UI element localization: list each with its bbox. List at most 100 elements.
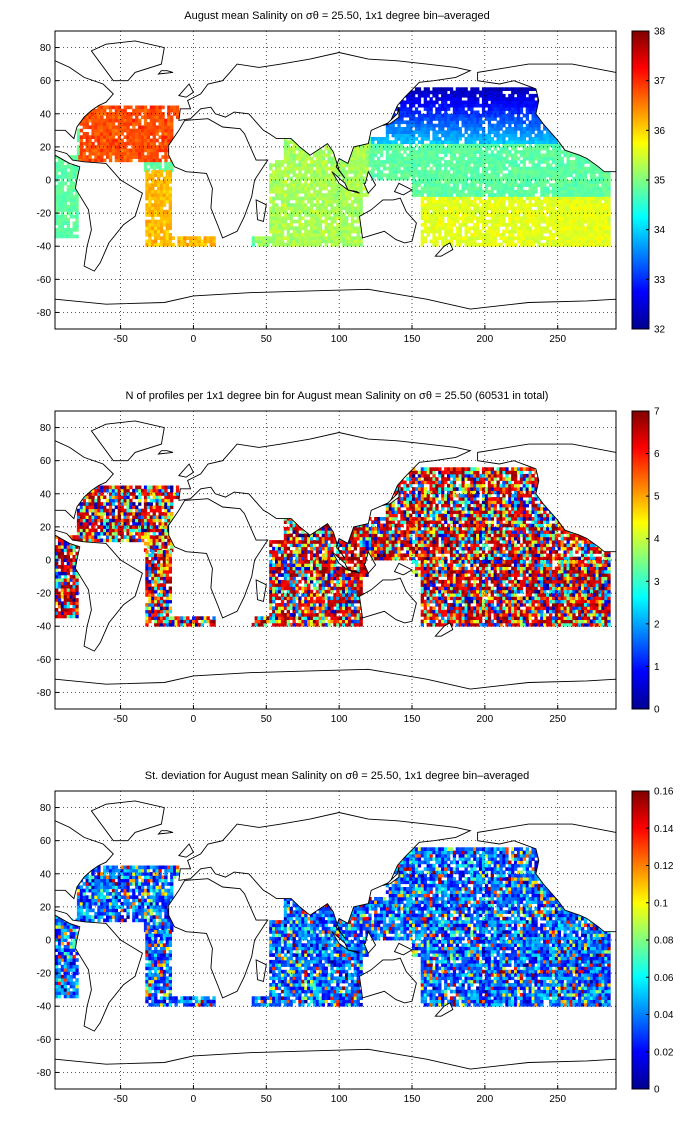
data-cell xyxy=(551,183,556,187)
data-cell xyxy=(601,173,605,178)
data-cell xyxy=(417,100,422,105)
data-cell xyxy=(158,145,162,149)
data-cell xyxy=(162,236,167,240)
data-cell xyxy=(63,234,67,239)
data-cell xyxy=(108,138,113,143)
data-cell xyxy=(435,113,439,118)
data-cell xyxy=(476,90,480,95)
data-cell xyxy=(286,189,290,194)
data-cell xyxy=(578,193,582,197)
data-cell xyxy=(441,209,445,214)
data-cell xyxy=(473,110,477,115)
data-cell xyxy=(560,180,564,184)
data-cell xyxy=(481,140,486,144)
data-cell xyxy=(295,166,299,171)
data-cell xyxy=(447,137,451,141)
data-cell xyxy=(476,103,480,108)
data-cell xyxy=(449,213,454,217)
data-cell xyxy=(464,236,468,240)
data-cell xyxy=(157,203,161,207)
data-cell xyxy=(560,223,564,227)
data-cell xyxy=(135,145,139,149)
data-cell xyxy=(461,160,465,164)
data-cell xyxy=(356,166,360,171)
data-cell xyxy=(420,186,424,191)
data-cell xyxy=(470,203,474,207)
data-cell xyxy=(159,193,164,197)
data-cell xyxy=(76,148,81,153)
data-cell xyxy=(336,209,340,214)
data-cell xyxy=(479,137,483,141)
data-cell xyxy=(534,236,538,240)
data-cell xyxy=(604,203,608,207)
data-cell xyxy=(572,233,576,237)
data-cell xyxy=(162,199,167,204)
data-cell xyxy=(455,160,459,164)
data-cell xyxy=(135,138,139,143)
data-cell xyxy=(379,150,384,154)
data-cell xyxy=(417,93,422,98)
data-cell xyxy=(581,160,585,164)
data-cell xyxy=(595,206,599,211)
data-cell xyxy=(508,93,512,98)
data-cell xyxy=(272,163,276,168)
data-cell xyxy=(318,170,322,174)
data-cell xyxy=(557,242,561,247)
data-cell xyxy=(461,186,465,191)
data-cell xyxy=(327,236,331,240)
data-cell xyxy=(298,166,302,171)
data-cell xyxy=(345,193,349,197)
data-cell xyxy=(581,183,585,187)
data-cell xyxy=(280,229,285,234)
data-cell xyxy=(496,160,500,164)
data-cell xyxy=(604,236,608,240)
data-cell xyxy=(514,107,518,111)
data-cell xyxy=(540,176,544,181)
data-cell xyxy=(563,213,567,217)
data-cell xyxy=(519,143,524,148)
data-cell xyxy=(449,163,454,168)
data-cell xyxy=(455,216,459,221)
data-cell xyxy=(502,107,506,111)
data-cell xyxy=(272,189,276,194)
data-cell xyxy=(455,173,459,178)
data-cell xyxy=(502,137,506,141)
data-cell xyxy=(496,150,500,154)
data-cell xyxy=(403,110,407,115)
data-cell xyxy=(301,196,305,201)
data-cell xyxy=(554,242,559,247)
data-cell xyxy=(464,209,468,214)
data-cell xyxy=(473,170,477,174)
data-cell xyxy=(481,127,486,131)
data-cell xyxy=(490,103,494,108)
data-cell xyxy=(159,213,164,217)
data-cell xyxy=(359,242,363,247)
data-cell xyxy=(598,236,602,240)
data-cell xyxy=(534,239,538,244)
data-cell xyxy=(406,170,410,174)
data-cell xyxy=(458,209,462,214)
data-cell xyxy=(310,156,314,161)
data-cell xyxy=(292,183,296,187)
data-cell xyxy=(310,160,314,164)
data-cell xyxy=(152,138,156,143)
data-cell xyxy=(321,229,325,234)
data-cell xyxy=(162,223,167,227)
data-cell xyxy=(569,173,573,178)
data-cell xyxy=(546,160,550,164)
data-cell xyxy=(152,108,156,113)
data-cell xyxy=(135,148,139,153)
data-cell xyxy=(298,176,302,181)
data-cell xyxy=(592,213,596,217)
data-cell xyxy=(455,130,459,134)
data-cell xyxy=(412,117,416,121)
data-cell xyxy=(531,196,535,201)
data-cell xyxy=(534,196,538,201)
data-cell xyxy=(514,199,518,204)
data-cell xyxy=(476,233,480,237)
data-cell xyxy=(327,229,331,234)
data-cell xyxy=(330,173,334,178)
data-cell xyxy=(546,150,550,154)
data-cell xyxy=(339,183,343,187)
data-cell xyxy=(516,156,521,161)
